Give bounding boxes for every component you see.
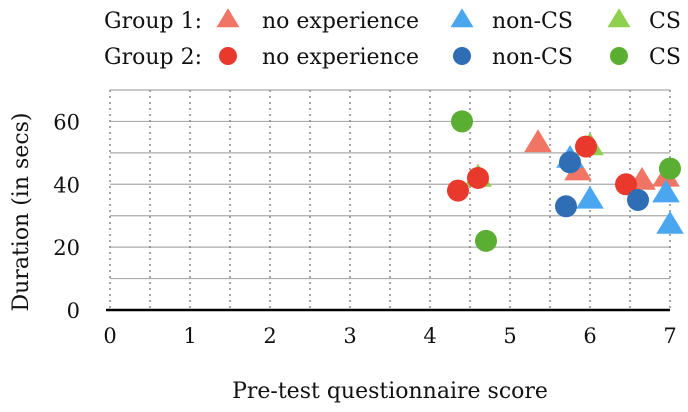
- legend-group-label: Group 2:: [104, 45, 202, 70]
- x-tick-label: 6: [583, 324, 596, 348]
- point-circle-no-experience: [615, 173, 637, 196]
- point-circle-non-cs: [555, 195, 577, 218]
- y-tick-label: 60: [53, 110, 80, 134]
- y-tick-label: 20: [53, 236, 80, 260]
- grid: [109, 89, 671, 310]
- legend-marker-triangle: [216, 8, 240, 28]
- point-triangle-non-cs: [656, 211, 684, 234]
- legend-marker-triangle: [607, 8, 631, 28]
- legend-entry-label: non-CS: [492, 9, 573, 34]
- legend-marker-circle: [610, 47, 628, 65]
- legend-group-label: Group 1:: [104, 9, 202, 34]
- legend-entry-label: CS: [649, 9, 681, 34]
- legend-marker-circle: [453, 47, 471, 65]
- x-tick-label: 1: [183, 324, 196, 348]
- legend: Group 1: no experience non-CS CS Group 2: no …: [104, 8, 681, 70]
- point-circle-non-cs: [559, 151, 581, 174]
- x-tick-label: 7: [663, 324, 676, 348]
- legend-entry-label: no experience: [262, 9, 419, 34]
- x-tick-label: 0: [103, 324, 116, 348]
- legend-entry-label: no experience: [262, 45, 419, 70]
- x-tick-label: 5: [503, 324, 516, 348]
- point-circle-no-experience: [447, 179, 469, 202]
- axes: 0 1 2 3 4 5 6 7 0 20 40 60: [53, 110, 676, 348]
- point-triangle-no-experience: [524, 129, 552, 153]
- point-circle-cs: [451, 110, 473, 133]
- point-circle-cs: [475, 229, 497, 252]
- legend-entry-label: non-CS: [492, 45, 573, 70]
- point-triangle-non-cs: [576, 185, 604, 209]
- y-tick-label: 0: [67, 299, 80, 323]
- point-circle-cs: [659, 157, 681, 180]
- x-axis-title: Pre-test questionnaire score: [232, 379, 548, 404]
- data-points: [447, 110, 684, 252]
- x-tick-label: 4: [423, 324, 436, 348]
- point-circle-no-experience: [467, 167, 489, 189]
- legend-marker-circle: [219, 47, 237, 65]
- legend-entry-label: CS: [649, 45, 681, 70]
- x-tick-label: 3: [343, 324, 356, 348]
- point-circle-non-cs: [627, 189, 649, 211]
- point-triangle-non-cs: [652, 179, 680, 203]
- x-tick-label: 2: [263, 324, 276, 348]
- y-axis-title: Duration (in secs): [9, 112, 34, 311]
- point-circle-no-experience: [575, 135, 597, 158]
- legend-marker-triangle: [450, 8, 474, 28]
- y-tick-label: 40: [53, 173, 80, 197]
